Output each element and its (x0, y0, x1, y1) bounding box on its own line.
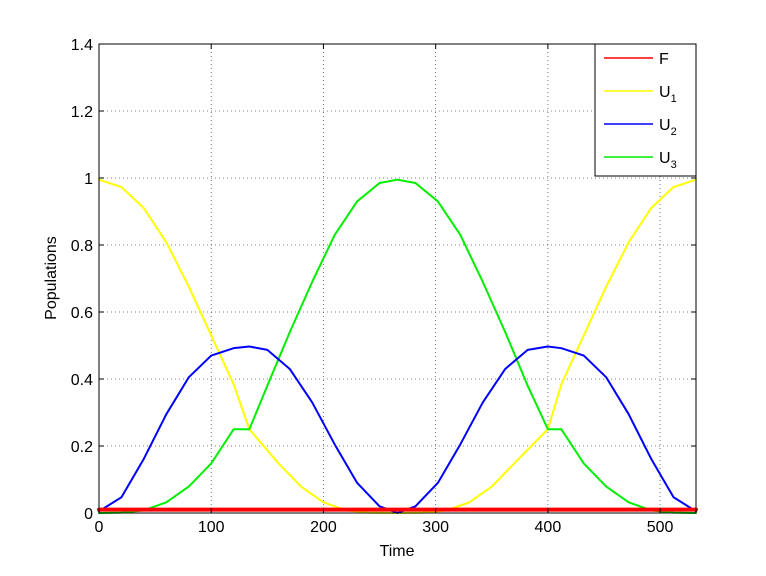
x-tick-label: 300 (422, 519, 449, 536)
legend-label-u2: U2 (659, 117, 677, 138)
y-tick-label: 1 (84, 171, 93, 188)
y-tick-label: 0 (84, 506, 93, 523)
y-tick-label: 0.2 (71, 439, 93, 456)
legend: F U1 U2 U3 (594, 43, 697, 177)
x-tick-label: 200 (310, 519, 337, 536)
y-axis-label: Populations (43, 236, 60, 320)
legend-label-u1: U1 (659, 84, 677, 105)
series-line-u3 (98, 178, 697, 514)
x-tick-label: 500 (647, 519, 674, 536)
legend-label-f: F (659, 51, 669, 68)
x-tick-label: 0 (95, 519, 104, 536)
legend-box (594, 43, 697, 177)
axes-frame (98, 43, 697, 514)
x-tick-label: 400 (535, 519, 562, 536)
y-tick-label: 0.6 (71, 305, 93, 322)
y-tick-label: 0.4 (71, 372, 93, 389)
y-tick-label: 0.8 (71, 238, 93, 255)
tick-labels: 0 100 200 300 400 500 0 0.2 0.4 0.6 0.8 1 1.2 1.4 (71, 37, 674, 536)
x-tick-label: 100 (198, 519, 225, 536)
x-axis-label: Time (380, 543, 415, 560)
legend-label-u3: U3 (659, 150, 677, 171)
y-tick-label: 1.2 (71, 104, 93, 121)
y-tick-label: 1.4 (71, 37, 93, 54)
